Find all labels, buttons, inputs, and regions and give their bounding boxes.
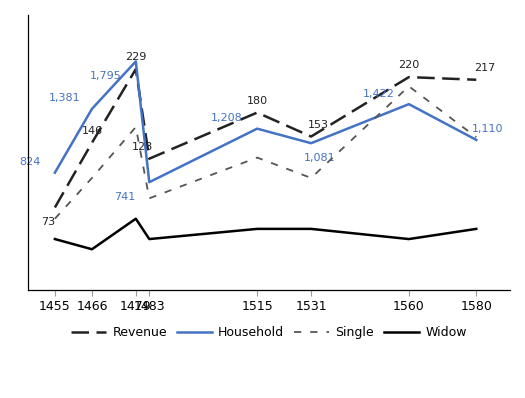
Text: 1,208: 1,208 <box>211 113 243 123</box>
Text: 741: 741 <box>113 191 135 202</box>
Text: 1,081: 1,081 <box>303 153 335 163</box>
Text: 146: 146 <box>81 126 102 136</box>
Text: 180: 180 <box>247 96 268 105</box>
Text: 229: 229 <box>125 52 146 62</box>
Text: 1,381: 1,381 <box>48 93 80 103</box>
Text: 153: 153 <box>308 119 329 130</box>
Text: 217: 217 <box>474 63 495 73</box>
Text: 1,422: 1,422 <box>362 89 394 99</box>
Text: 1,110: 1,110 <box>471 124 503 135</box>
Text: 128: 128 <box>132 142 153 152</box>
Text: 824: 824 <box>19 157 40 167</box>
Text: 73: 73 <box>41 217 55 227</box>
Text: 1,795: 1,795 <box>89 71 121 81</box>
Legend: Revenue, Household, Single, Widow: Revenue, Household, Single, Widow <box>66 321 472 344</box>
Text: 220: 220 <box>398 60 419 70</box>
